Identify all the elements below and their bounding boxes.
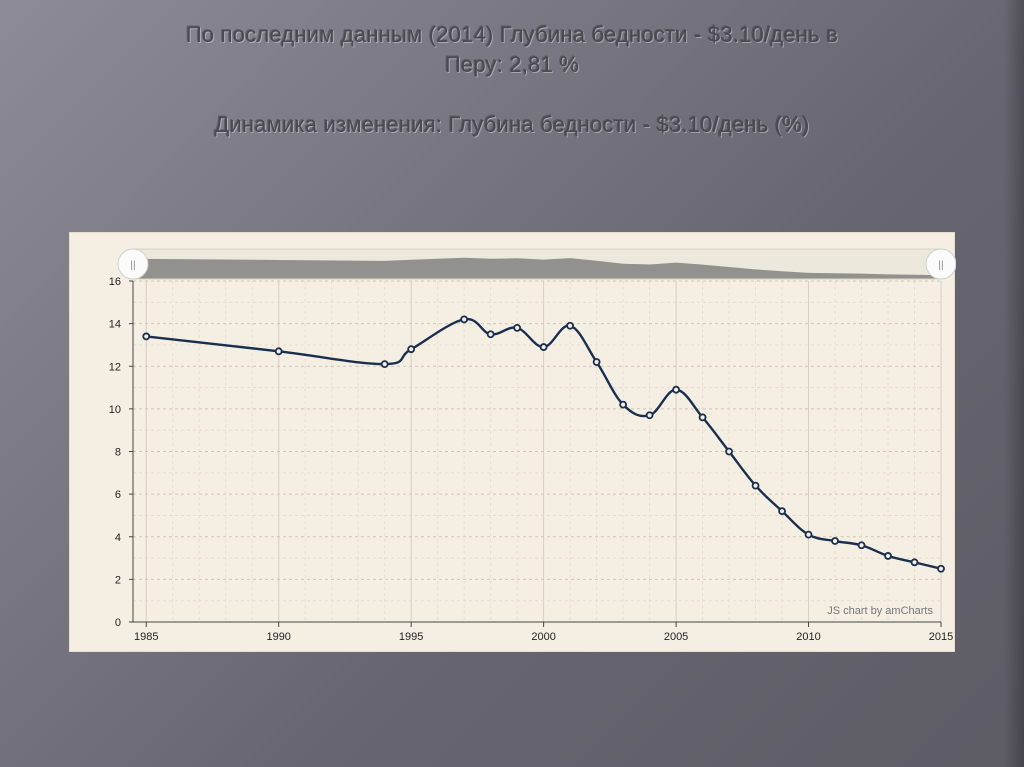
data-point[interactable] — [460, 315, 469, 324]
slide-title-line-3: Динамика изменения: Глубина бедности - $… — [214, 112, 810, 137]
x-tick-label: 1990 — [266, 631, 290, 643]
slide-title-line-2: Перу: 2,81 % — [444, 52, 580, 77]
scrollbar-handle-right[interactable] — [925, 248, 956, 280]
scrollbar-preview-area — [133, 257, 941, 279]
data-point[interactable] — [645, 411, 654, 420]
data-point[interactable] — [592, 358, 601, 366]
y-tick-label: 4 — [115, 532, 121, 544]
x-tick-label: 2015 — [929, 631, 953, 643]
x-tick-label: 2010 — [796, 631, 820, 643]
grip-handle-icon: || — [130, 260, 135, 271]
slide-edge-shade — [1004, 0, 1024, 767]
x-tick-label: 1995 — [399, 631, 423, 643]
data-point[interactable] — [566, 321, 575, 330]
data-point[interactable] — [884, 552, 892, 560]
data-point[interactable] — [407, 345, 416, 354]
data-point[interactable] — [804, 530, 813, 539]
y-tick-label: 14 — [109, 319, 121, 331]
chart-credit[interactable]: JS chart by amCharts — [827, 605, 933, 617]
data-point[interactable] — [539, 343, 548, 351]
slide-title-line-1: По последним данным (2014) Глубина бедно… — [185, 22, 839, 47]
data-point[interactable] — [910, 558, 919, 567]
scrollbar-selection[interactable] — [132, 248, 942, 280]
data-point[interactable] — [142, 332, 151, 341]
x-tick-label: 2000 — [531, 631, 555, 643]
y-tick-label: 8 — [115, 447, 121, 459]
y-tick-label: 2 — [115, 574, 121, 586]
y-tick-label: 0 — [115, 617, 121, 629]
data-point[interactable] — [672, 385, 680, 394]
y-tick-label: 6 — [115, 489, 121, 501]
data-point[interactable] — [725, 447, 733, 456]
data-point[interactable] — [274, 347, 283, 356]
data-point[interactable] — [513, 323, 522, 332]
data-point[interactable] — [937, 564, 945, 573]
chart-panel: 0 2 4 6 8 10 12 14 16 1985 1990 1995 2000 2005 2010 201… — [69, 232, 956, 652]
y-tick-label: 16 — [109, 276, 121, 288]
x-tick-label: 1985 — [134, 631, 158, 643]
slide-title-gap — [60, 80, 964, 110]
scrollbar-handle-left[interactable] — [117, 248, 149, 280]
data-point[interactable] — [857, 541, 866, 550]
data-point[interactable] — [619, 400, 627, 409]
x-tick-label: 2005 — [664, 631, 688, 643]
data-point[interactable] — [751, 481, 760, 490]
data-point[interactable] — [486, 330, 495, 339]
data-point[interactable] — [778, 507, 786, 516]
y-tick-label: 12 — [109, 361, 121, 373]
data-point[interactable] — [698, 413, 707, 422]
slide-title: По последним данным (2014) Глубина бедно… — [60, 20, 964, 140]
line-chart: 0 2 4 6 8 10 12 14 16 1985 1990 1995 2000 2005 2010 201… — [109, 248, 956, 643]
data-point[interactable] — [831, 537, 839, 545]
grip-handle-icon: || — [938, 260, 943, 271]
y-tick-label: 10 — [109, 404, 121, 416]
data-point[interactable] — [380, 360, 389, 369]
